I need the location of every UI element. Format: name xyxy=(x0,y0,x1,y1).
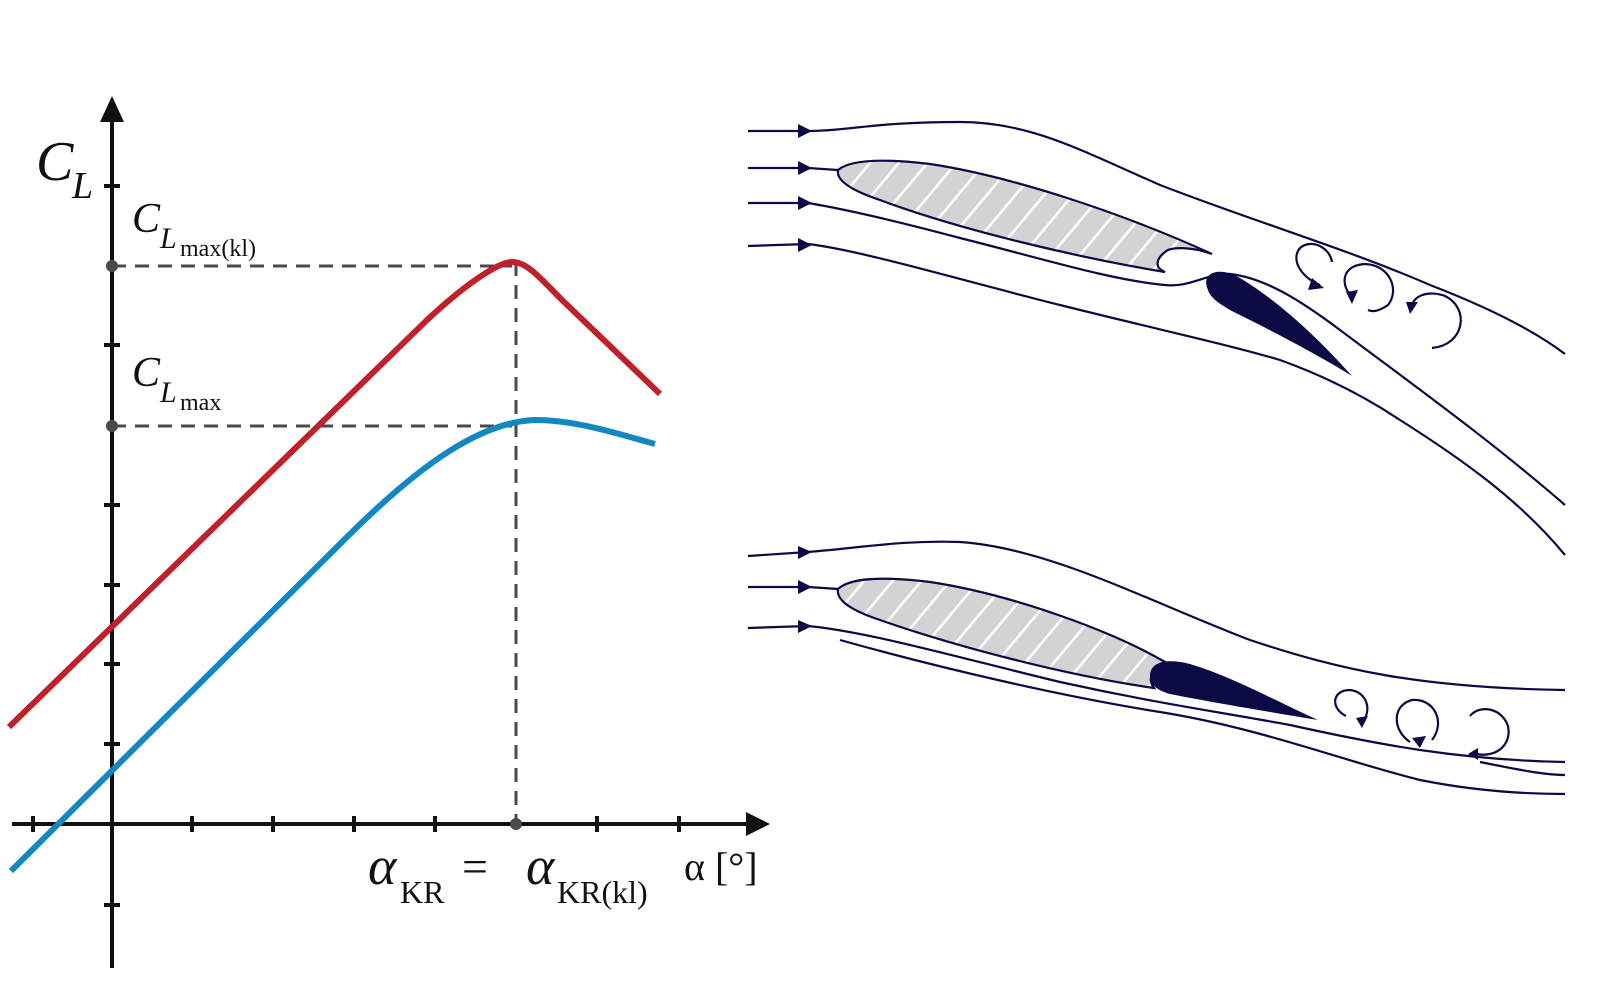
x-axis-arrowhead xyxy=(746,812,770,836)
lift-curve-flapped xyxy=(6,258,663,730)
streamline xyxy=(748,201,1566,506)
vortex-icon xyxy=(1334,688,1369,723)
vortex-icon xyxy=(1343,262,1395,313)
vortex-arrowhead-icon xyxy=(1406,302,1418,314)
trailing-edge-flap xyxy=(1206,271,1352,376)
vortex-arrowhead-icon xyxy=(1346,290,1358,304)
x-axis-ticks xyxy=(31,816,681,832)
x-axis-label: α [°] xyxy=(684,844,758,889)
alpha-kr-label: α KR xyxy=(368,836,445,910)
arrowhead-icon xyxy=(798,124,812,138)
lift-curve-clean xyxy=(8,416,656,874)
main-airfoil-hatched xyxy=(836,577,1168,690)
equals-sign: = xyxy=(462,841,488,892)
streamlines xyxy=(747,120,1566,556)
arrowhead-icon xyxy=(798,546,812,559)
arrowhead-icon xyxy=(798,161,812,175)
trailing-edge-flap xyxy=(1150,661,1318,720)
flow-diagram-separated xyxy=(747,120,1566,556)
streamline xyxy=(747,540,1566,692)
streamline xyxy=(748,585,839,591)
alpha-kr-kl-label: α KR(kl) xyxy=(526,836,648,910)
vortex-arrowhead-icon xyxy=(1308,278,1324,290)
y-axis-ticks xyxy=(104,184,120,907)
streamline xyxy=(748,120,1566,355)
streamline xyxy=(747,624,1566,764)
arrowhead-icon xyxy=(798,620,812,633)
y-axis-label: C L xyxy=(36,131,93,207)
clmax-kl-point xyxy=(106,260,118,272)
lift-curve-plot: C L C L max(kl) C L max α KR = α KR(kl) … xyxy=(6,96,770,968)
vortex-arrowhead-icon xyxy=(1356,716,1368,728)
clmax-kl-label: C L max(kl) xyxy=(132,196,256,262)
alpha-kr-point xyxy=(510,818,522,830)
arrowheads xyxy=(798,124,1478,760)
guide-lines xyxy=(112,262,518,824)
vortex-icon xyxy=(1469,708,1510,756)
streamline xyxy=(839,638,1566,796)
vortex-arrowhead-icon xyxy=(1468,748,1478,760)
streamline xyxy=(1479,760,1566,777)
vortex-arrowhead-icon xyxy=(1412,736,1426,748)
vortex-icon xyxy=(1295,242,1334,287)
clmax-label: C L max xyxy=(132,350,221,416)
vortices xyxy=(1334,688,1510,756)
flow-diagram-attached xyxy=(747,540,1566,796)
arrowhead-icon xyxy=(798,580,812,594)
vortex-icon xyxy=(1410,292,1462,350)
streamline xyxy=(747,242,1566,556)
y-axis-arrowhead xyxy=(100,96,124,122)
clmax-point xyxy=(106,420,118,432)
axes xyxy=(12,118,750,968)
vortex-icon xyxy=(1395,698,1440,743)
vortices xyxy=(1295,242,1462,350)
arrowhead-icon xyxy=(798,196,812,210)
arrowhead-icon xyxy=(798,238,812,252)
streamline xyxy=(748,166,839,172)
main-airfoil-hatched xyxy=(836,159,1213,274)
